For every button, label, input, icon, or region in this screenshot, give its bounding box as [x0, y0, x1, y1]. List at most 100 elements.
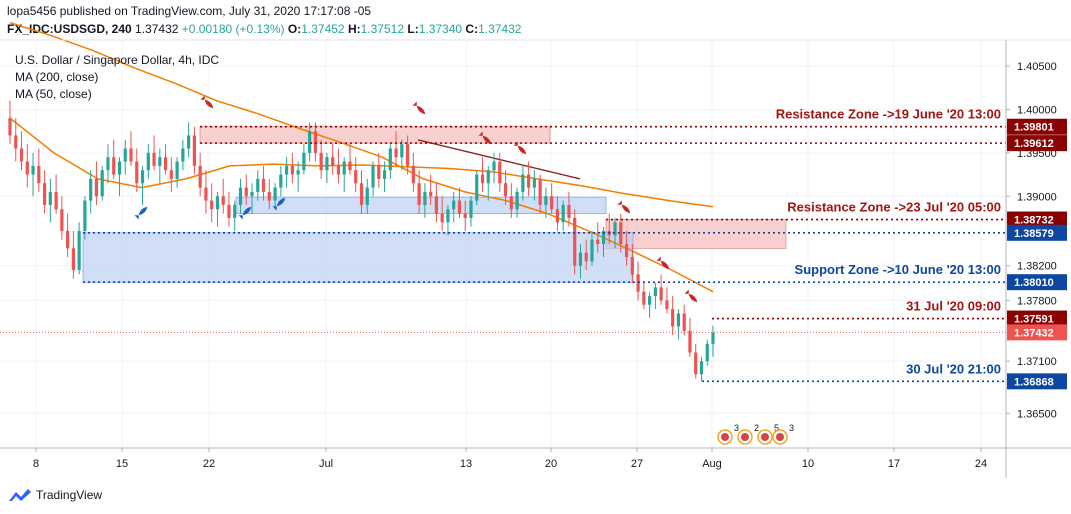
candle — [503, 170, 508, 205]
price-change: +0.00180 (+0.13%) — [181, 22, 285, 36]
y-tick-label: 1.37800 — [1017, 295, 1057, 307]
candle — [492, 152, 496, 184]
price-tag: 1.39801 — [1007, 118, 1067, 135]
candle — [42, 170, 47, 214]
candle — [498, 152, 502, 192]
calendar-event-icon: 2 — [737, 423, 759, 445]
price-tag-label: 1.38579 — [1014, 228, 1054, 240]
price-tag-bg — [1007, 373, 1067, 390]
candle-body — [129, 148, 133, 162]
candle-body — [711, 332, 715, 344]
rocket-tail — [617, 200, 622, 205]
candle — [411, 152, 415, 192]
candle — [584, 239, 588, 271]
candle-body — [238, 187, 243, 205]
candle — [423, 183, 427, 218]
candle-body — [135, 161, 139, 184]
candle-body — [457, 200, 462, 214]
candle-body — [475, 174, 479, 201]
candle — [54, 174, 58, 214]
rocket-body — [138, 206, 148, 216]
candle — [354, 157, 358, 192]
price-tag-bg — [1007, 118, 1067, 135]
candle — [117, 157, 122, 197]
candle-body — [619, 222, 623, 244]
candle-body — [405, 144, 410, 166]
annotation-label: Resistance Zone ->19 June '20 13:00 — [776, 107, 1001, 122]
candle — [636, 261, 640, 301]
candle-body — [336, 165, 341, 175]
candle — [469, 196, 473, 227]
candle — [590, 230, 594, 266]
annotation-label: 30 Jul '20 21:00 — [906, 361, 1001, 376]
candle — [302, 144, 306, 175]
symbol-ohlc-line: FX_IDC:USDSGD, 240 1.37432 +0.00180 (+0.… — [7, 22, 521, 36]
x-tick-label: Jul — [319, 458, 333, 470]
candle — [221, 178, 225, 214]
candle — [429, 174, 433, 205]
candle-body — [117, 161, 122, 175]
candle — [400, 139, 404, 171]
price-tag-label: 1.38732 — [1014, 215, 1054, 227]
candle — [659, 274, 663, 305]
candle-body — [486, 170, 490, 184]
candle-body — [31, 165, 35, 175]
event-flag-center — [741, 433, 749, 441]
candle-body — [181, 148, 185, 162]
candle — [14, 118, 18, 162]
x-tick-label: 13 — [460, 458, 472, 470]
candle — [331, 144, 335, 175]
price-tag: 1.38010 — [1007, 274, 1067, 291]
candle — [175, 157, 179, 188]
event-count: 2 — [754, 423, 759, 433]
event-flag-center — [761, 433, 769, 441]
candle-body — [233, 204, 237, 218]
candle — [457, 187, 462, 218]
rocket-body — [276, 197, 286, 207]
annotation-label: Resistance Zone ->23 Jul '20 05:00 — [787, 200, 1001, 215]
candle — [705, 339, 709, 366]
price-tag: 1.38732 — [1007, 211, 1067, 228]
candle-body — [423, 191, 427, 205]
candle — [94, 161, 99, 205]
event-count: 3 — [734, 423, 739, 433]
price-tag-bg — [1007, 135, 1067, 152]
candle-body — [498, 161, 502, 184]
price-tag-bg — [1007, 211, 1067, 228]
candle — [158, 148, 162, 184]
candle — [578, 244, 583, 279]
candle — [527, 161, 531, 197]
x-tick-label: 17 — [888, 458, 900, 470]
candle — [135, 148, 139, 192]
candle — [440, 196, 444, 231]
candle — [325, 152, 329, 184]
candle — [486, 165, 490, 201]
candle-body — [527, 174, 531, 188]
x-tick-label: 20 — [545, 458, 557, 470]
candle-body — [215, 196, 220, 210]
candle-body — [532, 178, 536, 188]
candle — [619, 213, 623, 253]
candle — [365, 178, 369, 214]
candle — [699, 356, 704, 382]
candle-body — [463, 213, 467, 218]
candle-body — [359, 183, 364, 205]
candle-body — [382, 170, 387, 179]
event-flag-center — [776, 433, 784, 441]
candle-body — [665, 300, 669, 310]
footer-brand: TradingView — [36, 488, 103, 502]
candle-body — [308, 131, 312, 153]
candle — [169, 157, 173, 192]
rocket-body — [621, 204, 631, 214]
rocket-body — [660, 260, 670, 270]
candle — [192, 126, 196, 175]
candle-body — [509, 196, 513, 210]
candle-body — [123, 148, 127, 162]
price-tag: 1.39612 — [1007, 135, 1067, 152]
price-tag-bg — [1007, 324, 1067, 341]
candle — [688, 317, 692, 357]
candle-body — [66, 230, 70, 249]
descending-trendline — [417, 139, 581, 180]
